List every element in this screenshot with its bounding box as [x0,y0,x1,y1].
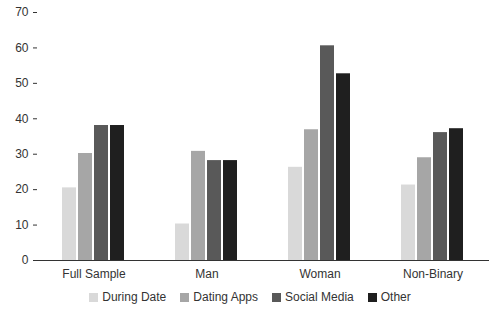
svg-text:50: 50 [15,76,29,90]
svg-text:30: 30 [15,147,29,161]
svg-text:40: 40 [15,112,29,126]
svg-text:Woman: Woman [299,267,340,281]
svg-text:0: 0 [22,253,29,267]
svg-text:20: 20 [15,182,29,196]
html-text:Other: Other [380,290,411,304]
html-text:Dating Apps: Dating Apps [193,290,258,304]
svg-text:70: 70 [15,5,29,19]
svg-text:60: 60 [15,41,29,55]
svg-text:10: 10 [15,218,29,232]
svg-text:Man: Man [195,267,218,281]
svg-text:Full Sample: Full Sample [62,267,126,281]
svg-text:Non-Binary: Non-Binary [403,267,463,281]
html-text:Social Media: Social Media [285,290,354,304]
html-text:During Date: During Date [102,290,167,304]
